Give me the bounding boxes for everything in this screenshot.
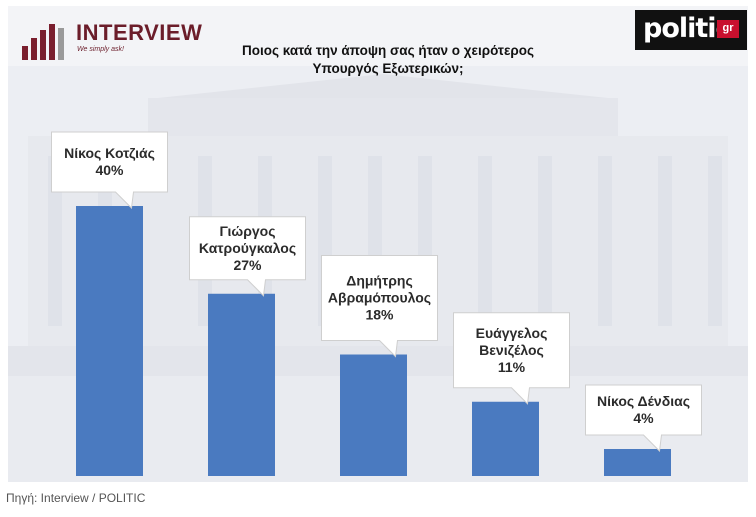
source-note: Πηγή: Interview / POLITIC (6, 491, 146, 505)
value-label: 27% (233, 257, 262, 273)
interview-tagline: We simply ask! (77, 46, 124, 53)
logo-bar-icon (22, 46, 28, 60)
logo-bar-icon (49, 24, 55, 60)
interview-logo: INTERVIEW We simply ask! (20, 16, 202, 60)
bar-1 (76, 206, 143, 476)
category-label: Νίκος Κοτζιάς (64, 145, 155, 161)
category-label: Δημήτρης (346, 273, 412, 289)
callout-box-2 (189, 216, 306, 297)
value-label: 11% (498, 359, 526, 375)
logo-bar-icon (58, 28, 64, 60)
category-label: Βενιζέλος (479, 342, 544, 358)
chart-frame: INTERVIEW We simply ask! politic gr Ποιο… (8, 6, 748, 482)
callout-box-5 (585, 384, 702, 453)
category-label: Κατρούγκαλος (199, 240, 296, 256)
category-label: Γιώργος (220, 223, 276, 239)
value-label: 40% (95, 162, 124, 178)
callout-box-1 (51, 131, 168, 210)
politic-logo: politic gr (635, 10, 747, 50)
category-label: Ευάγγελος (476, 325, 548, 341)
interview-brand-name: INTERVIEW (76, 20, 203, 45)
bar-3 (340, 354, 407, 476)
value-label: 18% (365, 307, 394, 323)
logo-bar-icon (40, 30, 46, 60)
bar-5 (604, 449, 671, 476)
category-label: Αβραμόπουλος (328, 290, 431, 306)
logo-bar-icon (31, 38, 37, 60)
callout-box-3 (321, 255, 438, 358)
callout-box-4 (453, 312, 570, 405)
bar-2 (208, 293, 275, 476)
politic-brand-name: politic (643, 13, 732, 44)
value-label: 4% (633, 410, 654, 426)
politic-domain-badge: gr (717, 20, 739, 38)
chart-title: Ποιος κατά την άποψη σας ήταν ο χειρότερ… (241, 43, 534, 76)
bar-4 (472, 401, 539, 476)
category-label: Νίκος Δένδιας (597, 393, 690, 409)
